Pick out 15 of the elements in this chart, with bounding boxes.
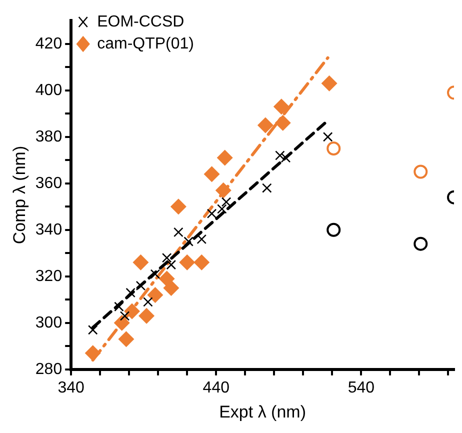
y-tick-label: 400 [35,82,62,99]
y-tick-label: 380 [35,128,62,146]
x-tick-label: 540 [348,379,375,396]
y-tick-label: 340 [35,221,62,238]
y-tick-label: 420 [35,35,62,52]
y-tick-label: 280 [35,360,62,378]
x-axis-title: Expt λ (nm) [219,402,306,422]
x-tick-label: 340 [58,379,85,396]
legend-label: cam-QTP(01) [97,35,194,52]
y-tick-label: 360 [35,174,62,192]
legend-label: EOM-CCSD [97,13,184,30]
x-tick-label: 440 [202,379,230,396]
y-tick-label: 300 [35,314,62,332]
y-axis-title: Comp λ (nm) [10,146,29,244]
y-tick-label: 320 [35,268,62,285]
